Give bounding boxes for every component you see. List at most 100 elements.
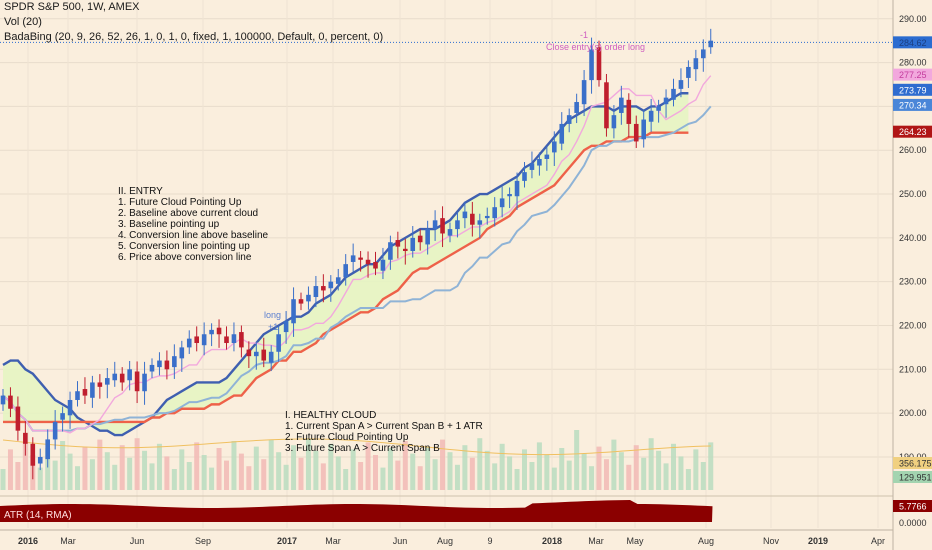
- x-tick-label: Nov: [763, 536, 780, 546]
- volume-bar: [402, 441, 408, 490]
- volume-bar: [179, 449, 185, 490]
- volume-bar: [283, 464, 289, 490]
- candle-body: [701, 49, 706, 59]
- candle-body: [328, 281, 334, 289]
- candle-body: [566, 115, 572, 124]
- candle-body: [142, 373, 147, 392]
- candle-body: [321, 286, 326, 291]
- volume-bar: [484, 450, 490, 490]
- volume-bar: [663, 463, 669, 490]
- volume-bar: [112, 464, 118, 490]
- x-tick-label: Aug: [698, 536, 714, 546]
- candle-body: [216, 327, 222, 335]
- baseline-line: [2, 105, 712, 432]
- volume-bar: [603, 459, 609, 490]
- candle-body: [186, 338, 192, 348]
- volume-bar: [648, 438, 654, 490]
- candle-body: [648, 110, 654, 122]
- candle-body: [522, 172, 527, 181]
- y-tick-label: 250.00: [899, 189, 927, 199]
- candle-body: [157, 360, 162, 368]
- volume-bar: [373, 455, 378, 490]
- indicator-legend: BadaBing (20, 9, 26, 52, 26, 1, 0, 1, 0,…: [4, 31, 384, 43]
- volume-bar: [685, 469, 691, 490]
- y-tick-label: 280.00: [899, 58, 927, 68]
- volume-bar: [291, 445, 297, 490]
- volume-bar: [60, 441, 66, 490]
- x-tick-label: 2016: [18, 536, 38, 546]
- candle-body: [641, 119, 646, 140]
- candle-body: [82, 389, 88, 396]
- atr-value-box: [893, 500, 932, 512]
- volume-bar: [186, 462, 192, 490]
- candle-body: [313, 286, 319, 298]
- volume-bar: [514, 469, 520, 490]
- volume-bar: [678, 456, 684, 490]
- candle-body: [686, 66, 691, 78]
- y-tick-label: 260.00: [899, 145, 927, 155]
- volume-bar: [358, 462, 364, 490]
- volume-bar: [313, 450, 319, 490]
- candle-body: [455, 220, 460, 230]
- volume-bar: [536, 442, 542, 490]
- y-tick-label: 210.00: [899, 364, 927, 374]
- x-tick-label: Mar: [588, 536, 604, 546]
- cloud-notes: I. HEALTHY CLOUD 1. Current Span A > Cur…: [285, 410, 483, 454]
- candle-body: [477, 220, 483, 225]
- volume-bar: [37, 467, 43, 490]
- candle-body: [97, 382, 103, 387]
- candle-body: [30, 443, 36, 466]
- volume-bar: [305, 438, 311, 490]
- entry-note-1: 1. Future Cloud Pointing Up: [118, 197, 242, 208]
- volume-bar: [708, 442, 714, 490]
- price-label-box: [893, 36, 932, 49]
- candle-body: [350, 255, 356, 262]
- y-tick-label: 200.00: [899, 408, 927, 418]
- volume-bar: [82, 446, 88, 490]
- candle-body: [60, 413, 65, 420]
- candle-body: [544, 154, 550, 159]
- volume-bar: [589, 466, 595, 490]
- x-tick-label: May: [626, 536, 644, 546]
- price-label-box: [893, 83, 932, 96]
- x-tick-label: 9: [487, 536, 492, 546]
- candle-body: [447, 229, 453, 236]
- candle-body: [201, 334, 207, 346]
- volume-bar: [52, 460, 58, 490]
- candle-body: [239, 332, 244, 348]
- x-tick-label: 2017: [277, 536, 297, 546]
- candle-body: [514, 180, 520, 197]
- volume-label: 129.951M: [899, 473, 932, 483]
- entry-notes-title: II. ENTRY: [118, 186, 163, 197]
- candle-body: [633, 123, 639, 142]
- volume-bar: [633, 445, 639, 490]
- candle-body: [395, 240, 401, 247]
- volume-bar: [75, 466, 80, 490]
- candle-body: [90, 382, 95, 398]
- candle-body: [127, 369, 132, 381]
- candle-body: [134, 371, 140, 392]
- volume-bar: [618, 452, 624, 490]
- volume-bar: [425, 446, 431, 490]
- volume-bar: [671, 443, 676, 490]
- candle-body: [254, 351, 259, 357]
- candle-body: [552, 141, 557, 153]
- candle-body: [67, 399, 73, 416]
- y-tick-label: 220.00: [899, 320, 927, 330]
- candle-body: [596, 47, 602, 81]
- candle-body: [663, 97, 669, 105]
- price-label-box: [893, 98, 932, 111]
- volume-bar: [447, 452, 453, 490]
- volume-bar: [0, 469, 6, 490]
- candle-body: [335, 277, 341, 284]
- volume-bar: [551, 467, 557, 490]
- candle-body: [678, 80, 684, 89]
- candle-body: [298, 299, 304, 304]
- volume-bar: [343, 469, 349, 490]
- volume-label-box: [893, 457, 932, 469]
- candle-body: [224, 336, 229, 344]
- candle-body: [462, 211, 468, 219]
- volume-bar: [22, 442, 28, 490]
- candle-body: [112, 373, 118, 381]
